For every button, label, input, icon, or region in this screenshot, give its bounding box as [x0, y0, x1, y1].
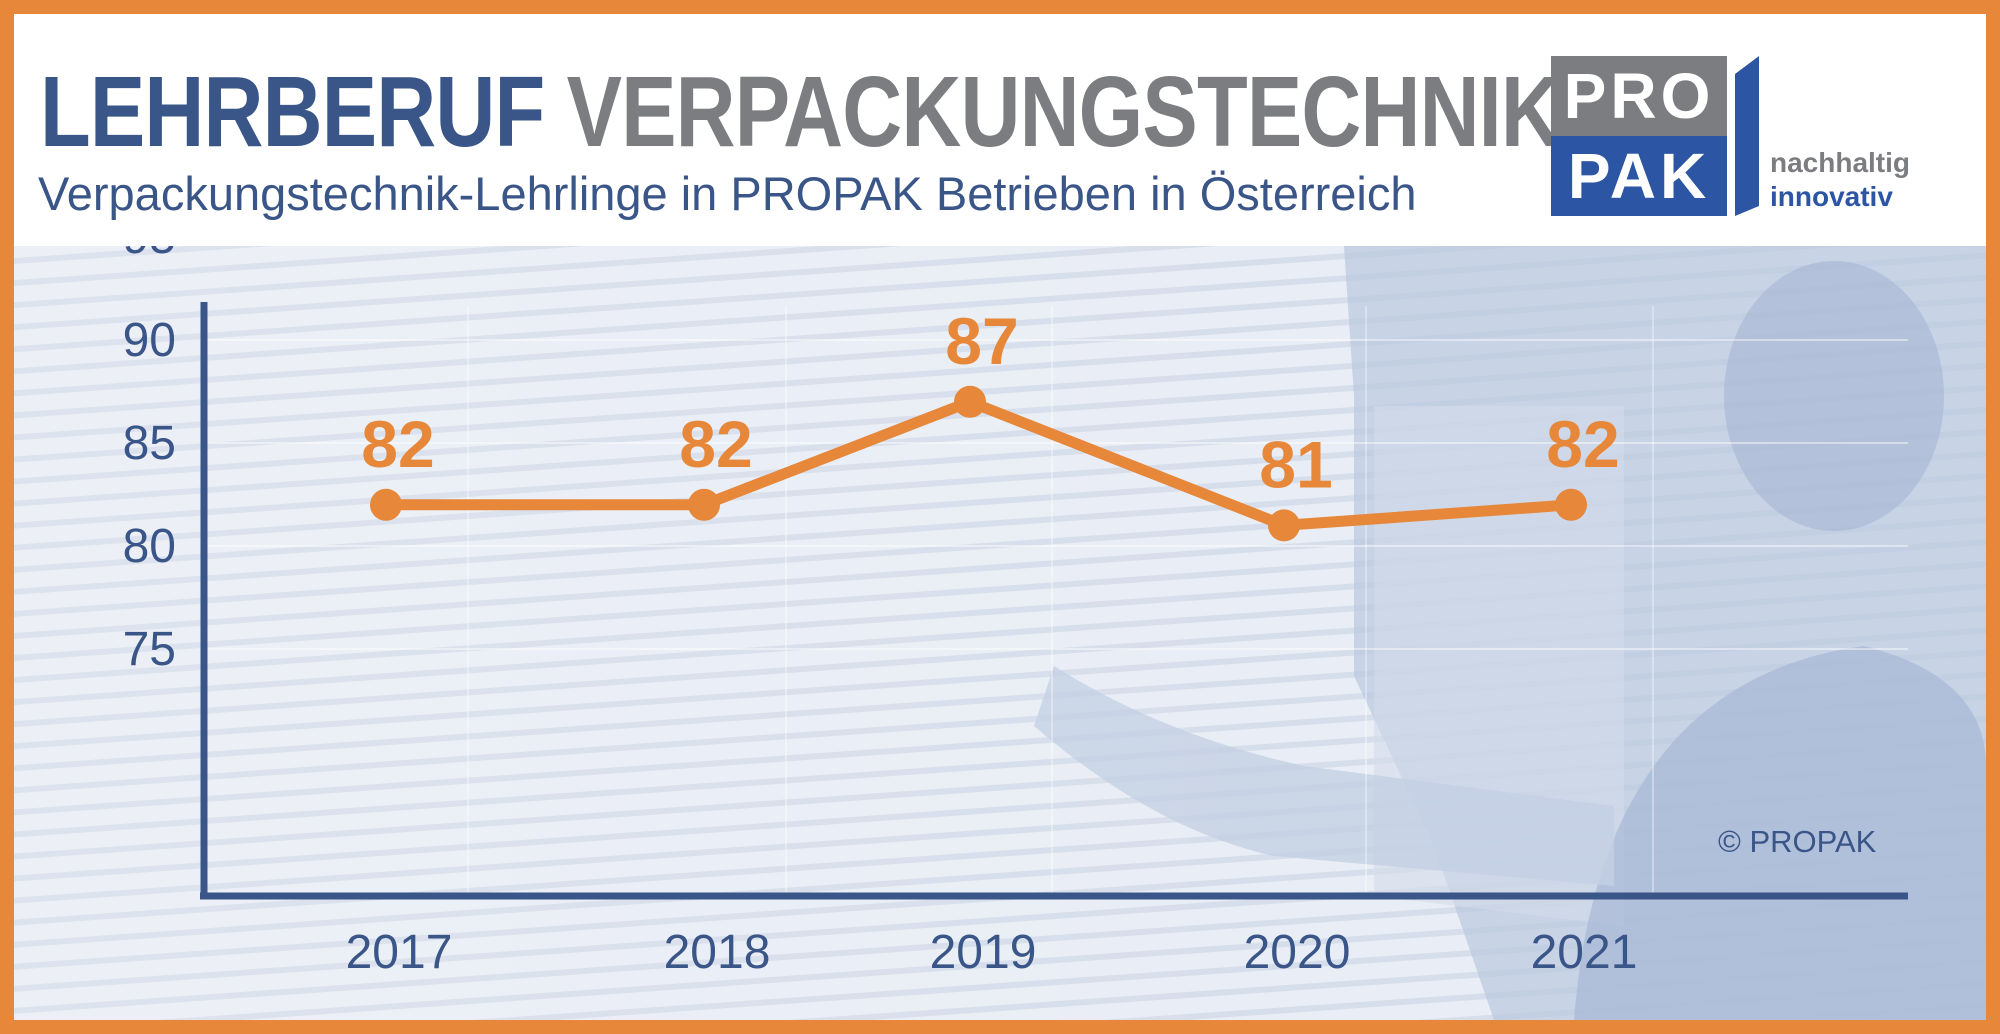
y-tick-label: 85	[123, 417, 176, 470]
slogan: nachhaltig innovativ	[1770, 146, 1910, 214]
chart-area: 75 80 85 90 95 2017 2018 2019 2020 2021 82 82 87 81…	[14, 246, 1986, 1020]
title-part2: VERPACKUNGSTECHNIK	[566, 56, 1561, 168]
page-subtitle: Verpackungstechnik-Lehrlinge in PROPAK B…	[38, 167, 1417, 220]
x-tick-label: 2017	[346, 926, 453, 979]
y-tick-label: 75	[123, 623, 176, 676]
background-fade	[14, 246, 1986, 1020]
logo-pro-block: PRO	[1551, 56, 1727, 136]
x-tick-label: 2021	[1531, 926, 1638, 979]
header: LEHRBERUF VERPACKUNGSTECHNIK Verpackungs…	[14, 14, 1986, 246]
logo-bar-icon	[1735, 56, 1759, 216]
data-point	[688, 488, 720, 521]
data-label: 82	[1546, 407, 1619, 481]
line-chart: 75 80 85 90 95 2017 2018 2019 2020 2021 82 82 87 81…	[14, 246, 1986, 1020]
series-group	[370, 385, 1587, 542]
gridlines	[204, 306, 1908, 896]
y-tick-label: 95	[123, 246, 176, 264]
data-label: 87	[945, 304, 1018, 378]
y-tick-label: 90	[123, 314, 176, 367]
infographic-frame: LEHRBERUF VERPACKUNGSTECHNIK Verpackungs…	[14, 14, 1986, 1020]
data-point	[1268, 509, 1300, 542]
data-label-group: 82 82 87 81 82	[361, 304, 1619, 502]
title-part1: LEHRBERUF	[40, 56, 545, 168]
data-point	[370, 488, 402, 521]
x-tick-label: 2018	[664, 926, 771, 979]
data-point	[954, 385, 986, 418]
page-title: LEHRBERUF VERPACKUNGSTECHNIK	[40, 62, 1561, 162]
data-point	[1555, 488, 1587, 521]
y-tick-label: 80	[123, 520, 176, 573]
copyright-notice: © PROPAK	[1718, 824, 1877, 859]
slogan-line1: nachhaltig	[1770, 147, 1911, 178]
data-label: 82	[679, 407, 752, 481]
logo-pak-block: PAK	[1551, 136, 1727, 216]
propak-logo: PRO PAK	[1551, 56, 1759, 216]
x-tick-label: 2020	[1244, 926, 1351, 979]
x-tick-label: 2019	[930, 926, 1037, 979]
x-tick-labels: 2017 2018 2019 2020 2021	[346, 926, 1638, 979]
y-tick-labels: 75 80 85 90 95	[123, 246, 176, 676]
data-label: 82	[361, 407, 434, 481]
data-label: 81	[1259, 427, 1332, 501]
slogan-line2: innovativ	[1770, 181, 1893, 212]
